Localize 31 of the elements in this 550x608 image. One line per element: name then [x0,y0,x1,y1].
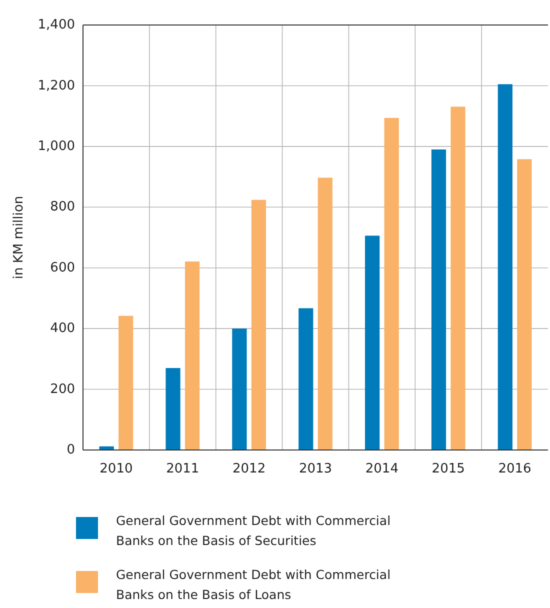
y-axis-title: in KM million [12,196,27,280]
x-tick-label: 2012 [232,462,266,477]
y-tick-label: 1,400 [38,18,75,33]
x-tick-label: 2013 [298,462,332,477]
y-tick-label: 600 [50,260,75,276]
bar [318,178,332,450]
bar [517,159,532,450]
y-tick-label: 1,000 [38,138,75,154]
bar [450,106,466,450]
x-tick-label: 2014 [365,462,398,477]
legend-label: General Government Debt with Commercial Banks on the Basis of Loans [116,567,391,602]
y-tick-label: 1,200 [38,78,75,94]
bar [118,316,134,450]
x-tick-label: 2016 [498,462,532,477]
bar [298,308,314,450]
bar [384,118,399,450]
y-tick-label: 800 [50,200,75,215]
x-tick-label: 2011 [166,462,200,477]
y-tick-label: 200 [50,382,75,397]
x-tick-label: 2010 [100,462,133,477]
bar [184,261,200,450]
bar [364,236,380,450]
bar [498,84,512,450]
bar [166,368,180,450]
bar [431,149,446,450]
bar [232,328,247,450]
y-tick-label: 0 [66,442,75,458]
y-tick-label: 400 [50,321,75,336]
x-tick-label: 2015 [432,462,465,477]
bar [251,200,266,450]
legend-label: General Government Debt with Commercial Banks on the Basis of Securities [116,513,391,548]
